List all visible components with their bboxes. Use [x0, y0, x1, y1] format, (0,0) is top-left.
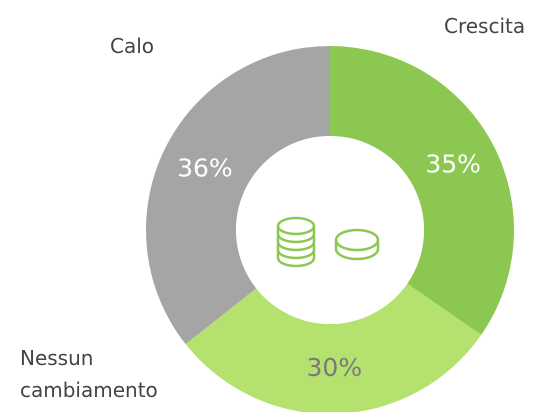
category-label: Calo: [110, 34, 155, 58]
donut-segment: [185, 283, 482, 412]
value-label: 36%: [177, 153, 233, 182]
donut-segment: [330, 46, 515, 335]
value-label: 30%: [307, 353, 363, 382]
category-label: Nessun cambiamento: [20, 346, 158, 402]
coins-icon: [276, 216, 380, 268]
donut-segment: [146, 46, 330, 345]
value-label: 35%: [425, 150, 481, 179]
donut-hole: [236, 136, 424, 324]
category-label: Crescita: [444, 14, 526, 38]
